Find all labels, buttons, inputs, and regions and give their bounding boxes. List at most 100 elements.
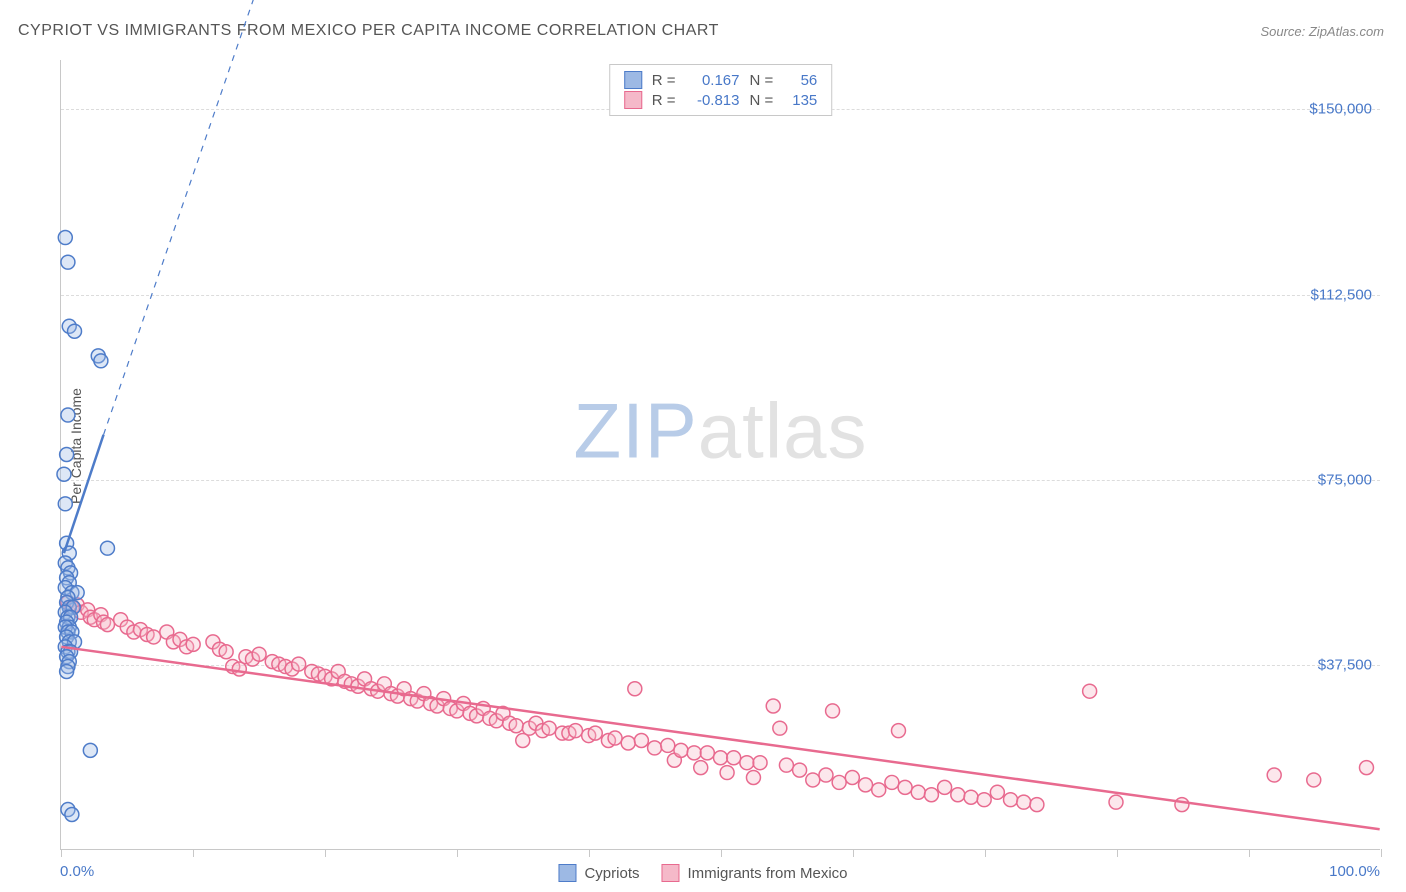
data-point bbox=[661, 738, 675, 752]
r-value-cypriots: 0.167 bbox=[686, 72, 740, 89]
x-tick bbox=[193, 849, 194, 857]
data-point bbox=[720, 766, 734, 780]
data-point bbox=[83, 743, 97, 757]
data-point bbox=[1307, 773, 1321, 787]
data-point bbox=[58, 231, 72, 245]
data-point bbox=[826, 704, 840, 718]
swatch-mexico bbox=[624, 91, 642, 109]
x-axis-max-label: 100.0% bbox=[1329, 863, 1380, 880]
data-point bbox=[964, 790, 978, 804]
data-point bbox=[753, 756, 767, 770]
data-point bbox=[1004, 793, 1018, 807]
x-axis-min-label: 0.0% bbox=[60, 863, 94, 880]
data-point bbox=[687, 746, 701, 760]
data-point bbox=[568, 724, 582, 738]
legend-row-cypriots: R = 0.167 N = 56 bbox=[624, 71, 818, 89]
data-point bbox=[674, 743, 688, 757]
x-tick bbox=[1249, 849, 1250, 857]
data-point bbox=[859, 778, 873, 792]
data-point bbox=[100, 541, 114, 555]
data-point bbox=[648, 741, 662, 755]
swatch-cypriots bbox=[558, 864, 576, 882]
data-point bbox=[951, 788, 965, 802]
data-point bbox=[1267, 768, 1281, 782]
data-point bbox=[608, 731, 622, 745]
data-point bbox=[990, 785, 1004, 799]
swatch-cypriots bbox=[624, 71, 642, 89]
x-tick bbox=[985, 849, 986, 857]
data-point bbox=[1359, 761, 1373, 775]
n-value-cypriots: 56 bbox=[783, 72, 817, 89]
data-point bbox=[740, 756, 754, 770]
data-point bbox=[61, 408, 75, 422]
data-point bbox=[872, 783, 886, 797]
data-point bbox=[509, 719, 523, 733]
data-point bbox=[628, 682, 642, 696]
data-point bbox=[977, 793, 991, 807]
data-point bbox=[891, 724, 905, 738]
data-point bbox=[58, 497, 72, 511]
swatch-mexico bbox=[661, 864, 679, 882]
data-point bbox=[746, 771, 760, 785]
data-point bbox=[292, 657, 306, 671]
x-tick bbox=[1117, 849, 1118, 857]
data-point bbox=[700, 746, 714, 760]
x-tick bbox=[721, 849, 722, 857]
data-point bbox=[898, 780, 912, 794]
data-point bbox=[806, 773, 820, 787]
data-point bbox=[57, 467, 71, 481]
n-label: N = bbox=[750, 92, 774, 109]
data-point bbox=[1030, 798, 1044, 812]
data-point bbox=[1083, 684, 1097, 698]
chart-title: CYPRIOT VS IMMIGRANTS FROM MEXICO PER CA… bbox=[18, 22, 719, 40]
data-point bbox=[727, 751, 741, 765]
legend-row-mexico: R = -0.813 N = 135 bbox=[624, 91, 818, 109]
r-label: R = bbox=[652, 92, 676, 109]
data-point bbox=[766, 699, 780, 713]
trend-line bbox=[61, 647, 1379, 829]
legend-label-cypriots: Cypriots bbox=[584, 865, 639, 882]
n-label: N = bbox=[750, 72, 774, 89]
legend-label-mexico: Immigrants from Mexico bbox=[687, 865, 847, 882]
data-point bbox=[1109, 795, 1123, 809]
data-point bbox=[714, 751, 728, 765]
data-point bbox=[252, 647, 266, 661]
data-point bbox=[779, 758, 793, 772]
data-point bbox=[588, 726, 602, 740]
x-tick bbox=[325, 849, 326, 857]
data-point bbox=[832, 775, 846, 789]
data-point bbox=[1175, 798, 1189, 812]
data-point bbox=[621, 736, 635, 750]
r-label: R = bbox=[652, 72, 676, 89]
data-point bbox=[94, 354, 108, 368]
r-value-mexico: -0.813 bbox=[686, 92, 740, 109]
data-point bbox=[147, 630, 161, 644]
data-point bbox=[542, 721, 556, 735]
data-point bbox=[65, 807, 79, 821]
legend-item-cypriots: Cypriots bbox=[558, 864, 639, 882]
series-legend: Cypriots Immigrants from Mexico bbox=[558, 864, 847, 882]
data-point bbox=[1017, 795, 1031, 809]
x-tick bbox=[457, 849, 458, 857]
x-tick bbox=[61, 849, 62, 857]
x-tick bbox=[589, 849, 590, 857]
x-tick bbox=[853, 849, 854, 857]
data-point bbox=[634, 734, 648, 748]
data-point bbox=[694, 761, 708, 775]
data-point bbox=[68, 324, 82, 338]
data-point bbox=[60, 448, 74, 462]
data-point bbox=[924, 788, 938, 802]
scatter-svg bbox=[61, 60, 1380, 849]
correlation-legend: R = 0.167 N = 56 R = -0.813 N = 135 bbox=[609, 64, 833, 116]
plot-area: ZIPatlas R = 0.167 N = 56 R = -0.813 N =… bbox=[60, 60, 1380, 850]
source-attribution: Source: ZipAtlas.com bbox=[1260, 24, 1384, 39]
data-point bbox=[845, 771, 859, 785]
data-point bbox=[773, 721, 787, 735]
trend-line bbox=[104, 0, 352, 435]
chart-container: CYPRIOT VS IMMIGRANTS FROM MEXICO PER CA… bbox=[0, 0, 1406, 892]
data-point bbox=[100, 618, 114, 632]
data-point bbox=[61, 255, 75, 269]
data-point bbox=[60, 664, 74, 678]
data-point bbox=[186, 637, 200, 651]
data-point bbox=[819, 768, 833, 782]
